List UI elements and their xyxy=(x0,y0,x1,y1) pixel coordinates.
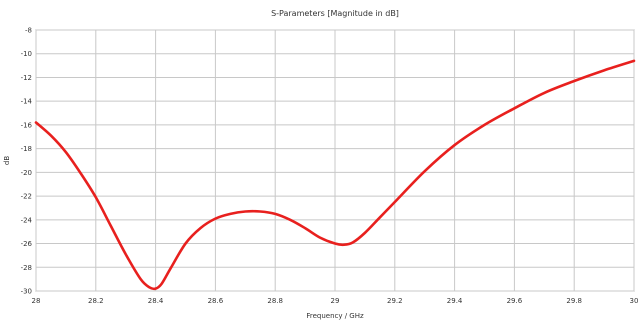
x-axis-title: Frequency / GHz xyxy=(306,312,364,320)
x-tick-label: 29.4 xyxy=(447,297,463,305)
x-tick-label: 29.2 xyxy=(387,297,403,305)
x-tick-label: 28.2 xyxy=(88,297,104,305)
y-tick-label: -26 xyxy=(21,240,33,248)
series-layer xyxy=(34,59,636,291)
y-tick-label: -10 xyxy=(21,50,32,58)
y-tick-label: -28 xyxy=(21,264,32,272)
y-tick-label: -24 xyxy=(21,216,33,224)
chart-title: S-Parameters [Magnitude in dB] xyxy=(271,9,399,18)
x-tick-label: 29.6 xyxy=(507,297,523,305)
y-tick-label: -16 xyxy=(21,121,33,129)
y-tick-label: -14 xyxy=(21,98,33,106)
x-tick-label: 29.8 xyxy=(566,297,582,305)
y-tick-label: -22 xyxy=(21,193,32,201)
y-tick-label: -30 xyxy=(21,288,32,296)
x-tick-label: 28.6 xyxy=(208,297,224,305)
y-axis-title: dB xyxy=(3,156,11,165)
y-tick-label: -20 xyxy=(21,169,32,177)
y-axis-tick-labels: -8 -10 -12 -14 -16 -18 -20 -22 -24 -26 -28 -30 xyxy=(21,27,33,296)
y-tick-label: -8 xyxy=(25,27,32,35)
x-axis-tick-labels: 28 28.2 28.4 28.6 28.8 29 29.2 29.4 29.6 29.8 30 xyxy=(32,297,638,305)
x-tick-label: 29 xyxy=(331,297,340,305)
x-tick-label: 28.4 xyxy=(148,297,164,305)
x-tick-label: 30 xyxy=(630,297,638,305)
y-tick-label: -18 xyxy=(21,145,32,153)
y-tick-label: -12 xyxy=(21,74,32,82)
series-line-s11 xyxy=(34,59,636,291)
x-tick-label: 28 xyxy=(32,297,41,305)
x-tick-label: 28.8 xyxy=(267,297,283,305)
gridlines xyxy=(35,29,635,292)
